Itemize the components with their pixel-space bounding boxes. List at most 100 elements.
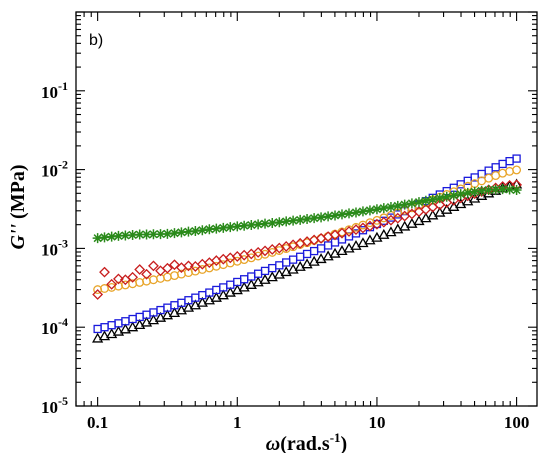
point-triangle	[217, 289, 229, 300]
point-triangle	[147, 314, 160, 325]
point-star	[253, 219, 264, 230]
point-star	[469, 186, 480, 197]
point-triangle	[448, 200, 460, 211]
y-tick-label: 10-2	[41, 158, 68, 181]
point-diamond	[92, 289, 104, 300]
plot-frame	[75, 11, 538, 407]
point-star	[420, 195, 431, 206]
point-triangle	[266, 271, 278, 282]
point-star	[344, 208, 355, 219]
point-triangle	[420, 212, 432, 223]
point-square	[484, 166, 493, 175]
point-square	[268, 263, 277, 273]
point-square	[107, 321, 116, 330]
point-star	[413, 197, 424, 208]
point-square	[316, 244, 326, 253]
point-diamond	[183, 260, 194, 272]
y-tick-exponent: -1	[58, 79, 68, 93]
x-axis-unit-close: )	[341, 433, 348, 453]
point-diamond	[99, 266, 110, 278]
y-tick-labels: 10-510-410-310-210-1	[41, 79, 68, 417]
point-star	[127, 229, 138, 240]
point-star	[190, 226, 201, 237]
y-tick-label: 10-5	[41, 394, 68, 417]
point-star	[476, 185, 487, 196]
point-square	[512, 154, 521, 163]
point-star	[197, 225, 208, 236]
point-star	[504, 184, 515, 195]
point-star	[141, 229, 152, 240]
point-star	[336, 209, 347, 220]
point-triangle	[140, 316, 153, 327]
point-triangle	[189, 299, 201, 310]
point-star	[434, 193, 445, 204]
point-star	[295, 214, 306, 225]
point-circle	[148, 275, 158, 285]
point-star	[371, 204, 382, 215]
point-triangle	[175, 304, 188, 315]
point-star	[120, 230, 131, 241]
point-diamond	[161, 262, 173, 274]
point-star	[406, 198, 417, 209]
point-triangle	[434, 206, 446, 217]
point-square	[296, 252, 305, 261]
point-triangle	[203, 294, 215, 305]
point-star	[218, 222, 229, 233]
x-tick-label: 10	[368, 413, 385, 432]
point-triangle	[476, 189, 488, 200]
point-star	[462, 187, 473, 198]
y-tick-base: 10	[41, 319, 58, 338]
point-square	[288, 255, 298, 264]
plot-marks	[92, 154, 523, 343]
y-tick-label: 10-3	[41, 236, 68, 259]
point-circle	[512, 165, 522, 175]
point-triangle	[336, 245, 348, 256]
point-square	[498, 159, 507, 169]
point-star	[330, 210, 341, 221]
point-star	[148, 229, 159, 240]
point-diamond	[148, 260, 159, 272]
point-square	[253, 269, 263, 278]
point-star	[497, 184, 508, 195]
point-triangle	[469, 192, 481, 203]
y-tick-base: 10	[41, 83, 58, 102]
point-triangle	[210, 291, 222, 302]
point-triangle	[134, 319, 146, 330]
point-triangle	[182, 301, 195, 312]
point-star	[281, 216, 292, 227]
point-square	[323, 241, 333, 250]
point-star	[162, 228, 173, 239]
y-tick-exponent: -3	[58, 236, 68, 250]
point-triangle	[364, 234, 376, 245]
point-star	[302, 214, 313, 225]
point-triangle	[252, 276, 264, 287]
point-triangle	[161, 309, 174, 320]
point-star	[204, 224, 215, 235]
point-diamond	[113, 273, 124, 285]
series-circle	[93, 165, 522, 295]
point-triangle	[427, 209, 439, 220]
point-triangle	[343, 242, 355, 253]
point-star	[211, 223, 222, 234]
y-axis-unit: (MPa)	[7, 165, 29, 224]
x-tick-labels: 0.1 1 10 100	[87, 413, 529, 432]
point-star	[350, 207, 361, 218]
point-triangle	[371, 231, 383, 242]
point-triangle	[413, 215, 425, 226]
point-triangle	[287, 263, 299, 274]
y-axis-label: G'' (MPa)	[7, 165, 29, 250]
point-star	[378, 203, 389, 214]
x-tick-label: 1	[233, 413, 242, 432]
point-triangle	[322, 250, 334, 261]
x-tick-label: 0.1	[87, 413, 108, 432]
point-star	[323, 211, 334, 222]
point-triangle	[462, 195, 474, 206]
point-star	[99, 232, 110, 243]
point-diamond	[127, 271, 139, 283]
point-star	[448, 190, 459, 201]
x-axis-unit: (rad.s	[280, 433, 330, 453]
point-triangle	[357, 237, 369, 248]
point-square	[282, 258, 291, 267]
point-triangle	[224, 286, 236, 297]
point-triangle	[245, 278, 257, 289]
